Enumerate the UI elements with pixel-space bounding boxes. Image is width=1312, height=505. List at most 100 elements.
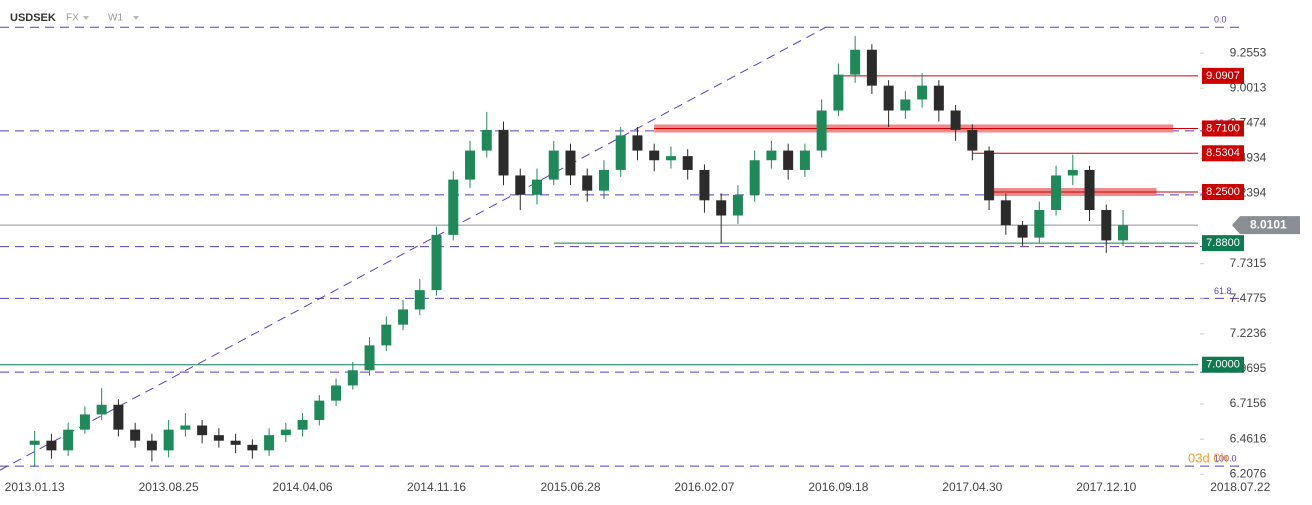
y-tick-label: 6.4616 [1230,431,1267,445]
x-tick-label: 2016.02.07 [674,480,734,494]
x-tick-label: 2013.08.25 [139,480,199,494]
candle-body [950,110,961,130]
level-box [1202,120,1244,137]
level-label: 7.0000 [1206,359,1240,371]
candle-body [113,404,124,430]
candle-body [548,150,559,180]
level-label: 8.5304 [1206,147,1240,159]
level-label: 7.8800 [1206,237,1240,249]
candle-body [465,150,476,180]
candle-body [582,175,593,191]
candle-body [381,324,392,346]
y-tick-label: 7.7315 [1230,256,1267,270]
candle-body [264,435,275,451]
candle-body [783,150,794,170]
candle-body [79,414,90,430]
x-tick-label: 2013.01.13 [5,480,65,494]
candle-body [749,160,760,195]
level-box [1202,145,1244,162]
candle-body [130,429,141,441]
candle-body [247,444,258,451]
candle-body [833,74,844,111]
current-price-label: 8.0101 [1250,217,1287,231]
dropdown-icon[interactable] [133,16,139,20]
candle-body [448,179,459,235]
candle-body [1017,225,1028,238]
candle-body [665,156,676,161]
y-tick-label: 6.7156 [1230,396,1267,410]
candle-body [146,440,157,451]
candle-layer [29,35,1129,467]
candle-body [531,179,542,195]
candle-body [850,49,861,75]
candle-body [96,404,107,415]
x-tick-label: 2018.07.22 [1210,480,1270,494]
candle-body [431,234,442,291]
candle-body [1101,209,1112,241]
candle-body [883,85,894,111]
candle-body [1034,209,1045,238]
candle-body [180,425,191,430]
timeframe[interactable]: W1 [108,13,123,24]
x-tick-label: 2017.04.30 [942,480,1002,494]
y-tick-label: 7.4775 [1230,291,1267,305]
candle-body [364,345,375,371]
candle-body [498,129,509,176]
level-box [1202,356,1244,373]
candle-body [1118,225,1129,241]
candle-body [280,429,291,436]
level-box [1202,67,1244,84]
y-tick-label: 9.2553 [1230,45,1267,59]
candle-body [1051,175,1062,210]
symbol[interactable]: USDSEK [10,12,56,24]
x-tick-label: 2015.06.28 [540,480,600,494]
candle-body [213,435,224,441]
level-label: 9.0907 [1206,70,1240,82]
countdown: 03d 0h [1188,450,1228,465]
candle-body [632,135,643,151]
candle-body [515,175,526,195]
x-tick-label: 2014.11.16 [407,480,466,494]
candle-body [314,400,325,420]
level-box [1202,184,1244,201]
candle-body [699,169,710,201]
candle-body [1084,169,1095,210]
level-label: 8.2500 [1206,186,1240,198]
candle-body [933,85,944,111]
candle-body [481,129,492,151]
x-tick-label: 2016.09.18 [808,480,868,494]
candle-body [565,150,576,176]
level-layer [0,75,1198,366]
candle-body [29,440,40,445]
candle-body [230,440,241,445]
candle-body [163,429,174,451]
candle-body [598,169,609,191]
label-layer: 9.25539.00138.74748.49348.23947.73157.47… [5,45,1300,494]
candle-body [766,150,777,161]
candle-body [984,150,995,201]
current-price-box [1232,216,1300,235]
candle-body [816,110,827,151]
candle-body [615,135,626,170]
candle-body [1000,200,1011,226]
candle-body [967,129,978,151]
y-tick-label: 7.2236 [1230,326,1267,340]
dropdown-icon[interactable] [83,16,89,20]
level-label: 8.7100 [1206,122,1240,134]
candle-body [1067,169,1078,176]
level-box [1202,235,1244,252]
candle-body [398,309,409,325]
market: FX [66,13,79,24]
candle-body [866,49,877,86]
candle-body [732,194,743,216]
fib-label: 61.8 [1214,286,1232,296]
candle-body [63,429,74,451]
candle-body [347,370,358,386]
candle-body [900,99,911,111]
y-tick-label: 6.2076 [1230,466,1267,480]
candle-body [331,385,342,401]
candle-body [197,425,208,436]
y-tick-label: 9.0013 [1230,80,1267,94]
fib-label: 0.0 [1214,15,1227,25]
